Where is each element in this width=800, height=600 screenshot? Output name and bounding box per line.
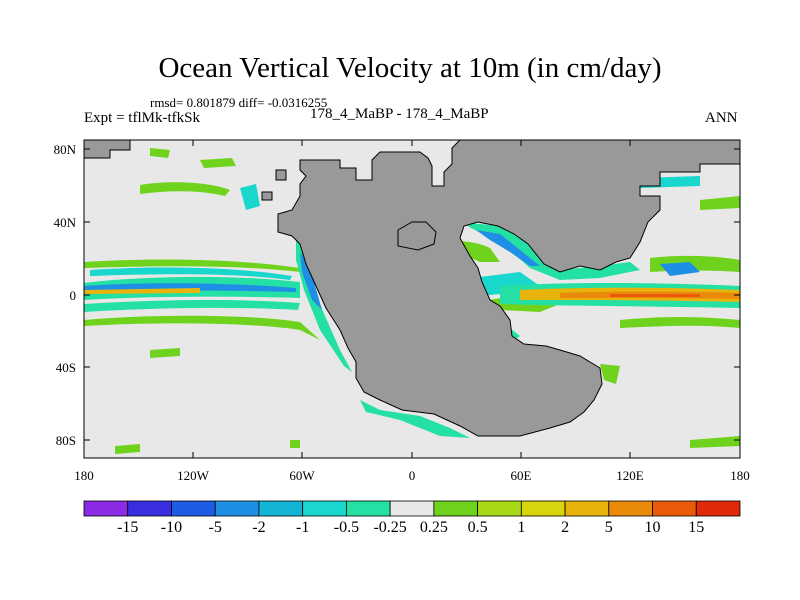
y-axis: 80N 40N 0 40S 80S xyxy=(54,142,740,448)
case-label: 178_4_MaBP - 178_4_MaBP xyxy=(310,106,489,122)
anomaly-patch xyxy=(460,222,640,280)
colorbar-label: 2 xyxy=(561,519,569,536)
x-tick-label: 120E xyxy=(616,468,644,483)
anomaly-patch xyxy=(700,196,740,210)
anomaly-patch xyxy=(150,148,170,158)
anomaly-patch xyxy=(150,348,180,358)
continents xyxy=(83,139,741,437)
landmass xyxy=(277,139,741,437)
anomaly-patch xyxy=(620,317,740,328)
anomaly-patch xyxy=(240,184,260,210)
anomaly-patch xyxy=(290,440,300,448)
colorbar-swatch xyxy=(127,500,172,517)
colorbar-label: 10 xyxy=(645,519,661,536)
colorbar-swatch xyxy=(258,500,304,517)
colorbar-label: 5 xyxy=(605,519,613,536)
anomaly-patch xyxy=(300,252,322,310)
colorbar-swatch xyxy=(433,500,478,517)
colorbar-label: 15 xyxy=(688,519,704,536)
season-label: ANN xyxy=(705,110,738,126)
colorbar-swatch xyxy=(695,500,741,517)
y-tick-label: 40S xyxy=(56,360,76,375)
colorbar-labels: -15 -10 -5 -2 -1 -0.5 -0.25 0.25 0.5 1 2 5 10 15 xyxy=(117,519,704,536)
colorbar-swatch xyxy=(171,500,216,517)
anomaly-patch xyxy=(360,400,470,438)
x-tick-label: 0 xyxy=(409,468,416,483)
anomaly-patch xyxy=(84,288,200,294)
colorbar-swatch xyxy=(608,500,653,517)
anomaly-patch xyxy=(690,436,740,448)
colorbar-label: -15 xyxy=(117,519,138,536)
colorbar xyxy=(83,500,741,517)
colorbar-label: -5 xyxy=(209,519,222,536)
colorbar-label: -2 xyxy=(252,519,265,536)
anomaly-patch xyxy=(610,294,700,297)
y-tick-label: 80N xyxy=(54,142,77,157)
colorbar-swatch xyxy=(389,500,435,517)
colorbar-swatch xyxy=(214,500,260,517)
landmass xyxy=(397,221,437,251)
x-tick-label: 180 xyxy=(74,468,94,483)
colorbar-label: 1 xyxy=(517,519,525,536)
colorbar-swatch xyxy=(83,500,129,517)
colorbar-label: 0.5 xyxy=(468,519,488,536)
x-tick-label: 60W xyxy=(289,468,315,483)
y-tick-label: 0 xyxy=(70,288,77,303)
colorbar-label: -1 xyxy=(296,519,309,536)
colorbar-label: -0.25 xyxy=(373,519,406,536)
experiment-label: Expt = tflMk-tfkSk xyxy=(84,110,200,126)
landmass xyxy=(261,191,273,201)
anomaly-patch xyxy=(115,444,140,454)
anomaly-patch xyxy=(84,315,320,340)
x-axis: 180 120W 60W 0 60E 120E 180 xyxy=(74,140,750,483)
anomaly-patch xyxy=(600,364,620,384)
anomaly-patch xyxy=(200,158,236,168)
anomaly-patch xyxy=(476,230,540,266)
colorbar-label: -10 xyxy=(161,519,182,536)
anomaly-patch xyxy=(84,259,300,272)
anomaly-patch xyxy=(140,182,230,196)
x-tick-label: 180 xyxy=(730,468,750,483)
anomaly-patch xyxy=(90,267,292,280)
stats-label: rmsd= 0.801879 diff= -0.0316255 xyxy=(150,95,328,110)
x-tick-label: 120W xyxy=(177,468,210,483)
colorbar-label: 0.25 xyxy=(420,519,448,536)
y-tick-label: 80S xyxy=(56,433,76,448)
x-tick-label: 60E xyxy=(511,468,532,483)
landmass xyxy=(275,169,287,181)
colorbar-label: -0.5 xyxy=(334,519,359,536)
colorbar-swatch xyxy=(302,500,347,517)
anomaly-patch xyxy=(84,300,300,312)
colorbar-swatch xyxy=(520,500,566,517)
colorbar-swatch xyxy=(564,500,610,517)
anomaly-patch xyxy=(660,262,700,276)
colorbar-swatch xyxy=(345,500,391,517)
colorbar-swatch xyxy=(477,500,522,517)
y-tick-label: 40N xyxy=(54,215,77,230)
map-title: Ocean Vertical Velocity at 10m (in cm/da… xyxy=(158,52,662,84)
colorbar-swatch xyxy=(652,500,697,517)
